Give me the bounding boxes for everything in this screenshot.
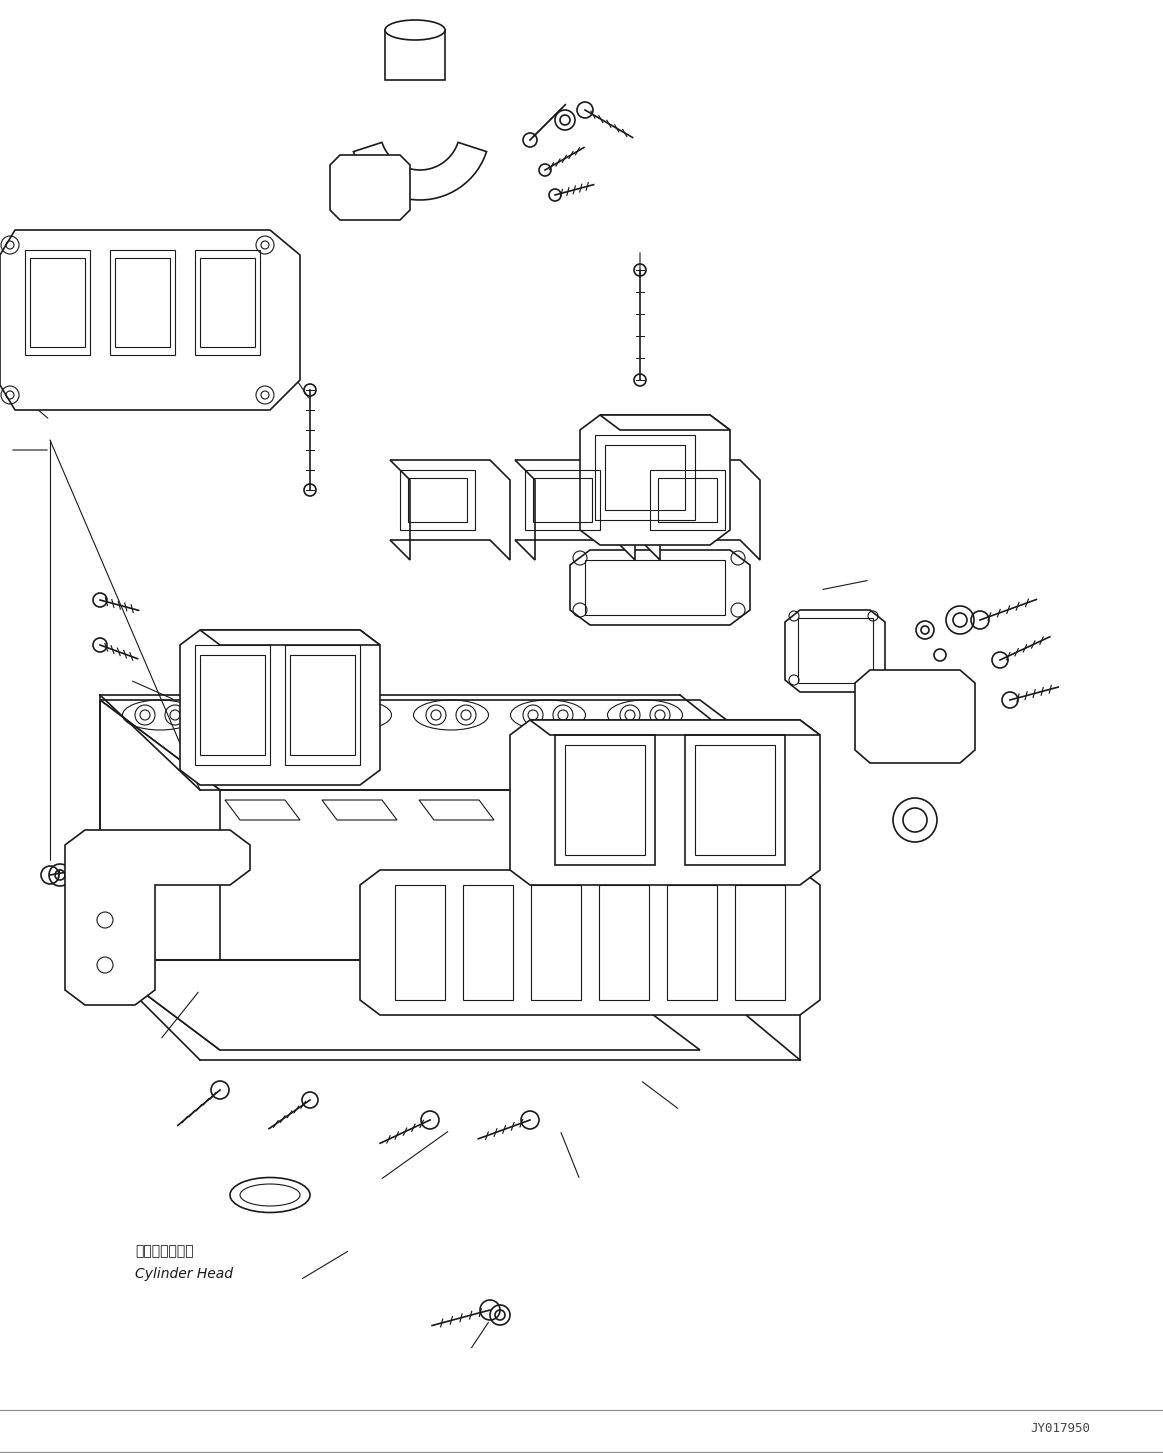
Bar — [798, 618, 873, 683]
Bar — [599, 885, 649, 1000]
Text: JY017950: JY017950 — [1030, 1422, 1090, 1436]
Bar — [595, 434, 695, 520]
Polygon shape — [516, 801, 591, 819]
Bar — [658, 478, 718, 522]
Bar — [290, 655, 355, 756]
Text: Cylinder Head: Cylinder Head — [135, 1267, 233, 1282]
Polygon shape — [385, 31, 445, 80]
Bar — [195, 645, 270, 764]
Polygon shape — [100, 700, 220, 1051]
Polygon shape — [855, 670, 975, 763]
Polygon shape — [100, 700, 820, 790]
Polygon shape — [580, 416, 730, 545]
Bar — [605, 445, 685, 510]
Polygon shape — [570, 551, 750, 625]
Polygon shape — [65, 830, 250, 1005]
Bar — [30, 259, 85, 347]
Polygon shape — [530, 721, 820, 735]
Bar — [408, 478, 468, 522]
Polygon shape — [515, 461, 635, 559]
Polygon shape — [322, 801, 397, 819]
Bar — [200, 259, 255, 347]
Bar — [115, 259, 170, 347]
Polygon shape — [390, 461, 511, 559]
Ellipse shape — [385, 20, 445, 41]
Polygon shape — [640, 461, 759, 559]
Polygon shape — [361, 870, 820, 1016]
Polygon shape — [785, 610, 885, 692]
Bar — [400, 469, 475, 530]
Bar — [695, 745, 775, 854]
Bar — [555, 735, 655, 865]
Polygon shape — [100, 960, 700, 1051]
Polygon shape — [180, 631, 380, 785]
Bar — [533, 478, 592, 522]
Polygon shape — [200, 631, 380, 645]
Bar — [668, 885, 718, 1000]
Bar — [463, 885, 513, 1000]
Bar — [650, 469, 725, 530]
Bar — [200, 655, 265, 756]
Bar — [195, 250, 261, 355]
Bar — [525, 469, 600, 530]
Bar — [735, 885, 785, 1000]
Bar — [24, 250, 90, 355]
Bar — [285, 645, 361, 764]
Polygon shape — [330, 155, 411, 219]
Polygon shape — [0, 230, 300, 410]
Polygon shape — [709, 801, 785, 819]
Bar — [531, 885, 582, 1000]
Bar — [565, 745, 645, 854]
Polygon shape — [613, 801, 688, 819]
Bar — [585, 559, 725, 615]
Polygon shape — [600, 416, 730, 430]
Text: シリンダヘッド: シリンダヘッド — [135, 1244, 193, 1258]
Bar — [395, 885, 445, 1000]
Polygon shape — [511, 721, 820, 885]
Bar — [685, 735, 785, 865]
Polygon shape — [419, 801, 494, 819]
Polygon shape — [224, 801, 300, 819]
Bar — [110, 250, 174, 355]
